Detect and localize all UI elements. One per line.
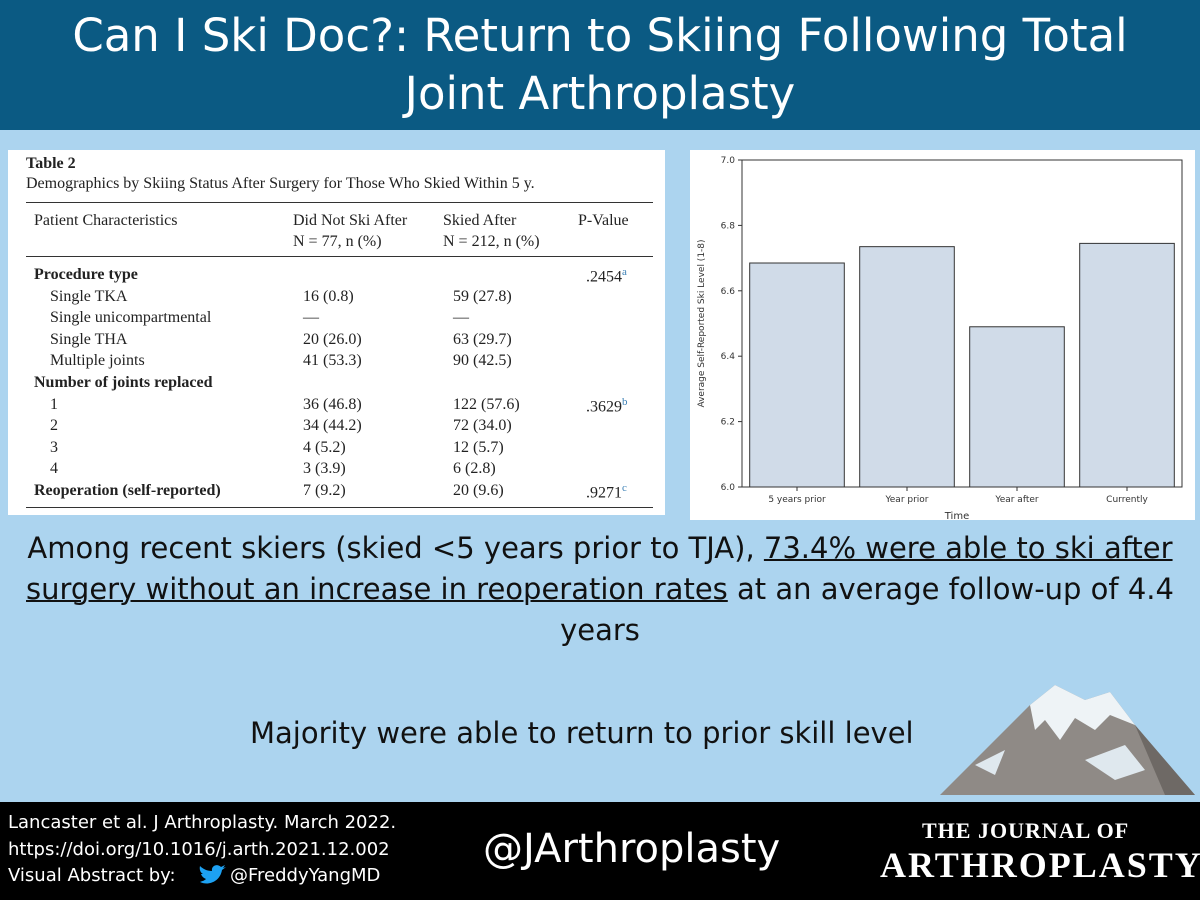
cell: 20 (9.6) bbox=[453, 482, 504, 499]
header: Can I Ski Doc?: Return to Skiing Followi… bbox=[0, 0, 1200, 130]
column-header: Skied After bbox=[443, 212, 517, 229]
cell: — bbox=[453, 309, 469, 327]
credit-label: Visual Abstract by: bbox=[8, 865, 176, 886]
x-tick-label: Currently bbox=[1106, 495, 1148, 505]
column-header: N = 77, n (%) bbox=[293, 233, 382, 250]
cell: 16 (0.8) bbox=[303, 287, 354, 305]
cell: 6 (2.8) bbox=[453, 460, 496, 478]
row-label: Multiple joints bbox=[50, 352, 145, 370]
column-header: N = 212, n (%) bbox=[443, 233, 540, 250]
y-tick-label: 6.8 bbox=[721, 221, 736, 231]
column-header: Patient Characteristics bbox=[34, 212, 178, 229]
y-tick-label: 7.0 bbox=[721, 156, 736, 166]
x-axis-label: Time bbox=[944, 511, 969, 520]
cell: 59 (27.8) bbox=[453, 287, 512, 305]
credit-handle: @FreddyYangMD bbox=[230, 865, 381, 886]
cell: 90 (42.5) bbox=[453, 352, 512, 370]
column-header: Did Not Ski After bbox=[293, 212, 408, 229]
row-label: Procedure type bbox=[34, 266, 138, 283]
p-value: .9271c bbox=[586, 482, 627, 502]
x-tick-label: 5 years prior bbox=[768, 495, 826, 505]
cell: — bbox=[303, 309, 319, 327]
title: Can I Ski Doc?: Return to Skiing Followi… bbox=[72, 9, 1128, 120]
cell: 3 (3.9) bbox=[303, 460, 346, 478]
cell: 34 (44.2) bbox=[303, 417, 362, 435]
x-tick-label: Year prior bbox=[884, 495, 928, 505]
citation: Lancaster et al. J Arthroplasty. March 2… bbox=[8, 812, 397, 833]
doi: https://doi.org/10.1016/j.arth.2021.12.0… bbox=[8, 839, 390, 860]
journal-line: THE JOURNAL OF bbox=[922, 818, 1130, 843]
bar bbox=[1079, 242, 1175, 488]
plot-frame bbox=[741, 159, 1183, 488]
cell: 12 (5.7) bbox=[453, 438, 504, 456]
table-rule bbox=[26, 202, 653, 203]
bar bbox=[969, 326, 1065, 488]
row-label: Number of joints replaced bbox=[34, 374, 213, 391]
table: Table 2 Demographics by Skiing Status Aft… bbox=[8, 150, 665, 515]
cell: 20 (26.0) bbox=[303, 330, 362, 348]
y-tick-label: 6.6 bbox=[721, 287, 736, 297]
journal-line: ARTHROPLASTY bbox=[880, 845, 1200, 885]
summary-text: Among recent skiers (skied <5 years prio… bbox=[27, 531, 764, 565]
handle: @JArthroplasty bbox=[483, 826, 781, 872]
p-value: .3629b bbox=[586, 395, 628, 415]
p-value: .2454a bbox=[586, 266, 627, 286]
row-label: 2 bbox=[50, 417, 58, 435]
note: Majority were able to return to prior sk… bbox=[250, 716, 914, 750]
row-label: Single unicompartmental bbox=[50, 309, 212, 327]
row-label: Single THA bbox=[50, 330, 128, 348]
cell: 4 (5.2) bbox=[303, 438, 346, 456]
chart: 6.0 6.2 6.4 6.6 6.8 7.0 5 years prior Year prio… bbox=[690, 150, 1195, 520]
footnote-mark: c bbox=[622, 482, 627, 494]
bar bbox=[859, 246, 955, 488]
row-label: Single TKA bbox=[50, 287, 128, 305]
cell: 72 (34.0) bbox=[453, 417, 512, 435]
footer: Lancaster et al. J Arthroplasty. March 2… bbox=[0, 802, 1200, 900]
y-tick-label: 6.4 bbox=[721, 352, 736, 362]
y-axis-label: Average Self-Reported Ski Level (1-8) bbox=[697, 239, 707, 407]
row-label: Reoperation (self-reported) bbox=[34, 482, 221, 499]
row-label: 3 bbox=[50, 438, 58, 456]
summary-highlight: 73.4% were able to ski after surgery wit… bbox=[26, 531, 1173, 606]
column-header: P-Value bbox=[578, 212, 629, 229]
x-tick-label: Year after bbox=[994, 495, 1039, 505]
summary: Among recent skiers (skied <5 years prio… bbox=[20, 528, 1180, 651]
cell: 41 (53.3) bbox=[303, 352, 362, 370]
mountain-icon bbox=[940, 685, 1195, 795]
table-title: Table 2 bbox=[26, 155, 76, 172]
cell: 122 (57.6) bbox=[453, 395, 520, 413]
table-rule bbox=[26, 256, 653, 257]
cell: 7 (9.2) bbox=[303, 482, 346, 499]
summary-text: at an average follow-up of 4.4 years bbox=[560, 572, 1174, 647]
cell: 36 (46.8) bbox=[303, 395, 362, 413]
bar bbox=[749, 262, 845, 488]
table-rule bbox=[26, 507, 653, 508]
footnote-mark: a bbox=[622, 266, 627, 278]
row-label: 1 bbox=[50, 395, 58, 413]
twitter-icon bbox=[199, 865, 226, 884]
y-tick-label: 6.2 bbox=[721, 418, 735, 428]
cell: 63 (29.7) bbox=[453, 330, 512, 348]
row-label: 4 bbox=[50, 460, 58, 478]
y-tick-label: 6.0 bbox=[721, 483, 736, 493]
footnote-mark: b bbox=[622, 395, 628, 408]
table-caption: Demographics by Skiing Status After Surg… bbox=[26, 175, 535, 192]
